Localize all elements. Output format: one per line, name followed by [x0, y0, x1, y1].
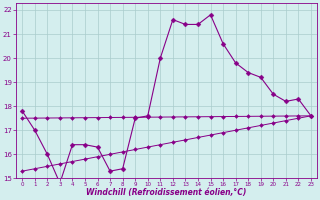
X-axis label: Windchill (Refroidissement éolien,°C): Windchill (Refroidissement éolien,°C) — [86, 188, 247, 197]
